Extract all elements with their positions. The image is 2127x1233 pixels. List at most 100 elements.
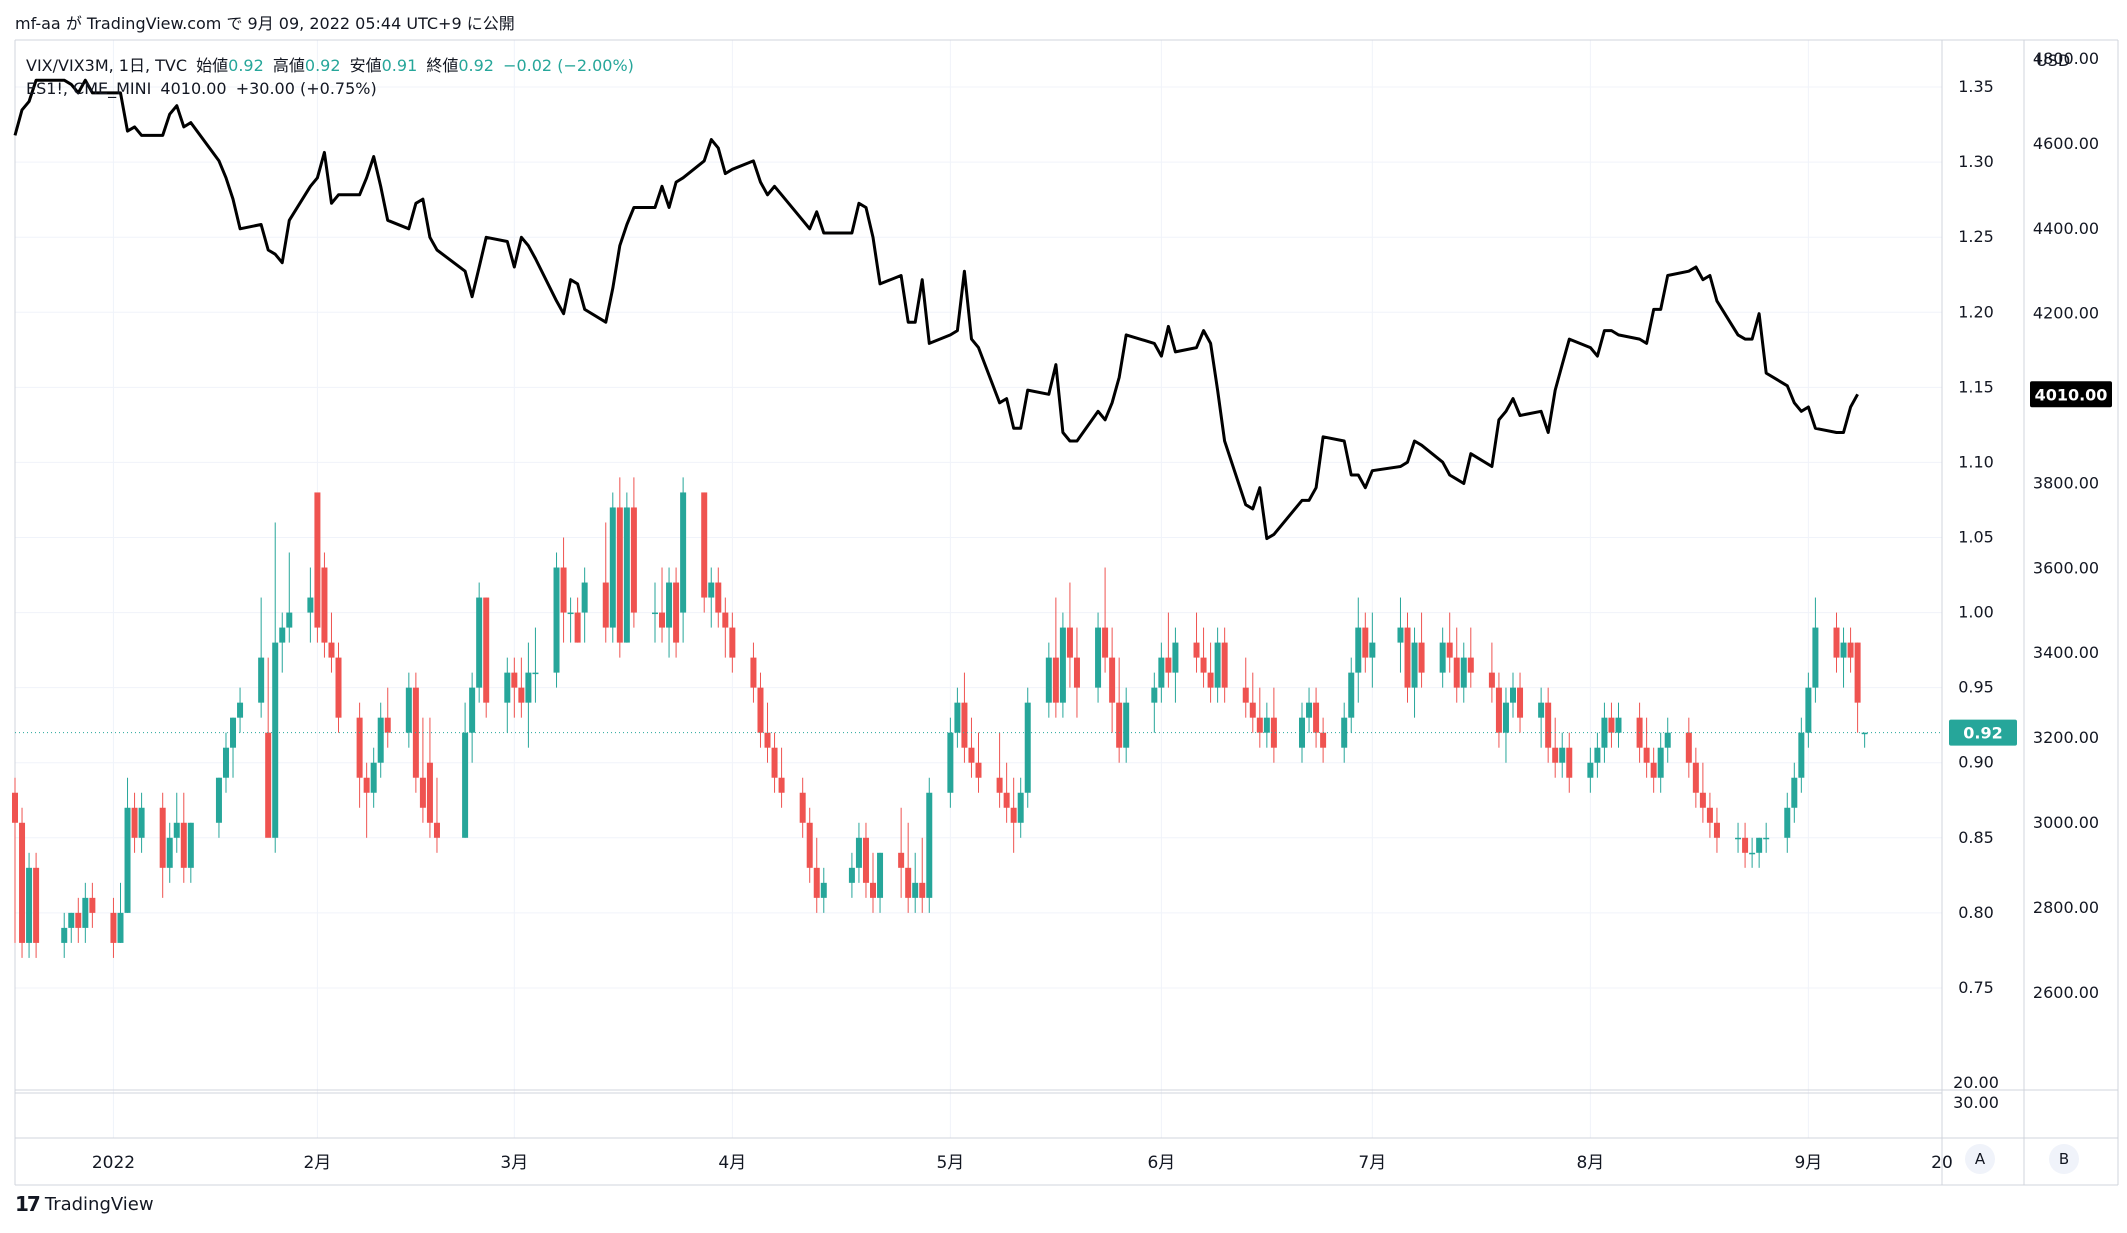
candle [630, 477, 637, 628]
candle [19, 807, 26, 958]
candle-body [1812, 627, 1819, 688]
usd-tick-label: 3600.00 [2033, 558, 2099, 577]
main-series-legend[interactable]: VIX/VIX3M, 1日, TVC 始値0.92 高値0.92 安値0.91 … [26, 52, 638, 76]
candle-body [12, 792, 18, 823]
lower-pane-tick: 30.00 [1953, 1093, 1999, 1112]
candle [1685, 717, 1692, 778]
candle-body [1643, 747, 1650, 763]
candle [180, 792, 187, 883]
candle-body [764, 732, 771, 748]
candle [61, 912, 68, 958]
candle-body [1488, 672, 1495, 688]
chart-frame [14, 39, 2119, 1186]
candle [1200, 627, 1207, 688]
candle [848, 852, 855, 898]
candle-body [553, 567, 560, 673]
candle-body [1545, 702, 1552, 748]
overlay-series-legend[interactable]: ES1!, CME_MINI 4010.00 +30.00 (+0.75%) [26, 79, 381, 98]
candle [1270, 687, 1277, 763]
candle [1299, 702, 1306, 763]
candle-body [1052, 657, 1059, 703]
candle-body [1552, 747, 1559, 763]
overlay-symbol: ES1!, CME_MINI [26, 79, 152, 98]
candle-body [1615, 717, 1622, 733]
usd-tick-label: 4400.00 [2033, 219, 2099, 238]
candle [1045, 642, 1052, 718]
candle [651, 582, 658, 643]
tradingview-logo[interactable]: 𝟭𝟳 TradingView [15, 1192, 154, 1216]
candle-body [1699, 792, 1706, 808]
candle-body [1369, 642, 1376, 658]
price-tick-label: 1.20 [1958, 302, 1994, 321]
candle [750, 642, 757, 703]
candle [426, 717, 433, 838]
candle [82, 882, 89, 943]
candle [799, 777, 806, 838]
candle-body [518, 687, 525, 703]
candle-body [1193, 642, 1200, 658]
candle [1256, 687, 1263, 748]
candle [307, 567, 314, 643]
candle-body [961, 702, 968, 748]
candle [1749, 837, 1756, 868]
candle [419, 717, 426, 823]
candle-body [673, 582, 680, 643]
candle-body [1559, 747, 1566, 763]
candle-body [1467, 657, 1474, 673]
candle [1467, 627, 1474, 688]
candle-body [701, 492, 708, 598]
candlestick-series [12, 477, 1942, 958]
candle-body [1453, 657, 1460, 688]
candle [1742, 822, 1749, 868]
price-axis[interactable]: 0.75 0.80 0.85 0.90 0.95 1.00 1.05 1.10 1.15 1.20… [1949, 49, 2112, 1112]
candle-body [1439, 642, 1446, 673]
candle-body [722, 612, 729, 628]
time-axis[interactable]: 2022 2月 3月 4月 5月 6月 7月 8月 9月 20 [92, 1153, 1953, 1173]
candle [89, 882, 96, 928]
candle [961, 672, 968, 763]
candle-body [1263, 717, 1270, 733]
candle-body [947, 732, 954, 793]
candle-body [616, 507, 623, 643]
candle [525, 642, 532, 748]
candle-body [532, 672, 539, 675]
candle [1517, 672, 1524, 733]
candle-body [560, 567, 567, 613]
candle [26, 852, 33, 958]
candle-body [1221, 642, 1228, 688]
candle [581, 567, 588, 643]
scale-button-b[interactable]: B [2049, 1144, 2079, 1174]
open-value: 0.92 [228, 56, 264, 75]
scale-button-a[interactable]: A [1965, 1144, 1995, 1174]
candle [1193, 612, 1200, 673]
candle-body [328, 642, 335, 658]
candle-body [1256, 717, 1263, 733]
time-tick-label: 20 [1931, 1153, 1953, 1173]
candle [905, 822, 912, 913]
candle-body [363, 777, 370, 793]
candle-body [1095, 627, 1102, 688]
open-label: 始値 [196, 56, 229, 75]
candle [1313, 687, 1320, 748]
candle-body [1763, 837, 1770, 840]
candle-body [1214, 642, 1221, 688]
candle-body [1109, 657, 1116, 703]
candle [806, 807, 813, 883]
high-value: 0.92 [304, 56, 341, 75]
candle [187, 822, 194, 883]
candle [1095, 612, 1102, 703]
candle [1249, 672, 1256, 733]
candle [1594, 732, 1601, 778]
candle [314, 492, 321, 643]
candle [68, 912, 75, 943]
current-es-tag-text: 4010.00 [2035, 385, 2108, 404]
candle [1439, 627, 1446, 688]
candle-body [1650, 762, 1657, 778]
candle [1559, 732, 1566, 778]
usd-tick-label: 3800.00 [2033, 473, 2099, 492]
candle-body [659, 612, 666, 628]
candle-body [778, 777, 785, 793]
candle-body [1411, 642, 1418, 688]
candle-body [419, 777, 426, 808]
